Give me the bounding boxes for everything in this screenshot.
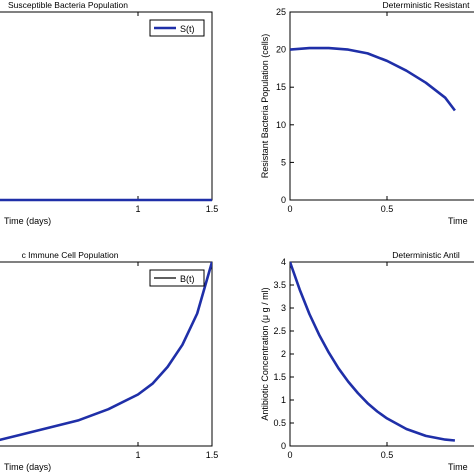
x-axis-label: Time (days): [4, 462, 51, 472]
x-tick-label: 0: [287, 204, 292, 214]
chart-panel-3: c Immune Cell Population 1 1.5 Time (days) B…: [0, 250, 218, 472]
y-tick-label: 0: [281, 441, 286, 451]
chart-panel-2: Deterministic Resistant 0 0.5 Time 0 5 10 15 20 2…: [260, 0, 474, 226]
y-axis-label: Resistant Bacteria Population (cells): [260, 34, 270, 179]
y-tick-label: 15: [276, 82, 286, 92]
series-line-1: [290, 261, 456, 442]
x-tick-label: 0.5: [381, 204, 394, 214]
x-tick-label: 0.5: [381, 450, 394, 460]
chart-title: Deterministic Resistant: [383, 0, 471, 10]
y-tick-label: 0.5: [273, 418, 286, 428]
chart-panel-1: Susceptible Bacteria Population 1 1.5 Time …: [0, 0, 218, 226]
x-axis-label: Time (days): [4, 216, 51, 226]
plot-area: [0, 11, 213, 201]
y-tick-label: 5: [281, 157, 286, 167]
y-tick-label: 10: [276, 120, 286, 130]
y-tick-label: 1: [281, 395, 286, 405]
y-tick-label: 1.5: [273, 372, 286, 382]
chart-title: Susceptible Bacteria Population: [8, 0, 128, 10]
y-tick-label: 3: [281, 303, 286, 313]
x-tick-label: 1: [135, 204, 140, 214]
y-axis-label: Antibiotic Concentration (μ g / ml): [260, 287, 270, 420]
x-tick-label: 1: [135, 450, 140, 460]
y-tick-label: 0: [281, 195, 286, 205]
x-tick-label: 0: [287, 450, 292, 460]
x-tick-label: 1.5: [206, 450, 219, 460]
chart-panel-4: Deterministic Antil 0 0.5 Time 0 0.5 1 1.5 2 2.5 3…: [260, 250, 474, 472]
chart-title: c Immune Cell Population: [22, 250, 119, 260]
legend-box: [149, 269, 205, 287]
x-axis-label: Time: [448, 462, 468, 472]
legend-box: [149, 19, 205, 37]
y-tick-label: 25: [276, 7, 286, 17]
x-tick-label: 1.5: [206, 204, 219, 214]
plot-area: [289, 11, 474, 201]
legend-label: B(t): [180, 274, 195, 284]
y-tick-label: 20: [276, 45, 286, 55]
chart-title: Deterministic Antil: [392, 250, 460, 260]
y-tick-label: 3.5: [273, 280, 286, 290]
series-line-1: [0, 261, 212, 442]
plot-area: [289, 261, 474, 447]
y-tick-label: 2.5: [273, 326, 286, 336]
x-axis-label: Time: [448, 216, 468, 226]
y-tick-label: 2: [281, 349, 286, 359]
series-line-1: [290, 46, 456, 112]
y-tick-label: 4: [281, 257, 286, 267]
legend-label: S(t): [180, 24, 195, 34]
plot-area: [0, 261, 213, 447]
